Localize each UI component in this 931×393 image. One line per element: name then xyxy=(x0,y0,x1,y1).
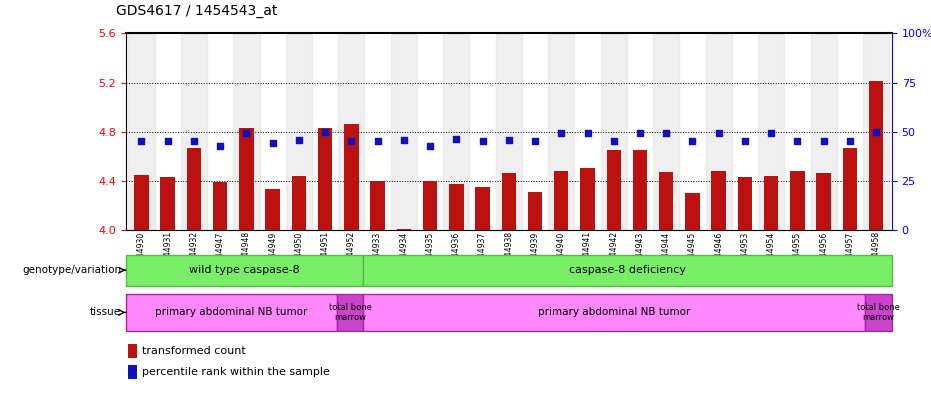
Bar xyxy=(371,181,385,230)
Bar xyxy=(685,193,700,230)
Bar xyxy=(337,294,363,331)
Text: percentile rank within the sample: percentile rank within the sample xyxy=(142,367,330,377)
Point xyxy=(528,138,543,145)
Point xyxy=(580,130,595,136)
Bar xyxy=(863,33,889,230)
Point xyxy=(501,137,516,143)
Bar xyxy=(654,33,680,230)
Point xyxy=(606,138,621,145)
Bar xyxy=(363,294,866,331)
Text: GDS4617 / 1454543_at: GDS4617 / 1454543_at xyxy=(116,4,277,18)
Bar xyxy=(317,128,332,230)
Bar xyxy=(502,173,516,230)
Point xyxy=(423,143,438,149)
Bar xyxy=(239,128,253,230)
Bar xyxy=(790,171,804,230)
Point xyxy=(371,138,385,145)
Text: tissue: tissue xyxy=(90,307,121,318)
Bar xyxy=(128,365,137,379)
Point xyxy=(711,130,726,136)
Bar xyxy=(606,150,621,230)
Point xyxy=(212,143,227,149)
Point xyxy=(397,137,412,143)
Point xyxy=(790,138,805,145)
Bar xyxy=(764,176,778,230)
Bar xyxy=(213,182,227,230)
Bar xyxy=(869,81,884,230)
Bar xyxy=(338,33,364,230)
Bar xyxy=(181,33,207,230)
Point xyxy=(843,138,857,145)
Bar xyxy=(126,294,337,331)
Bar xyxy=(160,177,175,230)
Bar xyxy=(816,173,830,230)
Point xyxy=(554,130,569,136)
Bar xyxy=(397,229,412,230)
Bar xyxy=(291,176,306,230)
Text: primary abdominal NB tumor: primary abdominal NB tumor xyxy=(155,307,307,318)
Point xyxy=(685,138,700,145)
Bar xyxy=(449,184,464,230)
Bar xyxy=(187,148,201,230)
Point xyxy=(344,138,358,145)
Bar xyxy=(737,177,752,230)
Text: genotype/variation: genotype/variation xyxy=(22,265,121,275)
Bar xyxy=(495,33,522,230)
Point xyxy=(869,129,884,135)
Point xyxy=(659,130,674,136)
Bar xyxy=(286,33,312,230)
Bar xyxy=(126,255,363,286)
Point xyxy=(291,137,306,143)
Point xyxy=(449,136,464,142)
Point xyxy=(239,130,254,136)
Text: transformed count: transformed count xyxy=(142,346,246,356)
Point xyxy=(816,138,831,145)
Bar xyxy=(363,255,892,286)
Bar xyxy=(443,33,469,230)
Bar xyxy=(423,181,438,230)
Bar xyxy=(128,343,137,358)
Bar xyxy=(265,189,280,230)
Text: wild type caspase-8: wild type caspase-8 xyxy=(189,265,300,275)
Bar xyxy=(548,33,574,230)
Bar xyxy=(234,33,260,230)
Bar xyxy=(600,33,627,230)
Point xyxy=(186,138,201,145)
Bar xyxy=(866,294,892,331)
Bar xyxy=(811,33,837,230)
Point xyxy=(134,138,149,145)
Text: total bone
marrow: total bone marrow xyxy=(329,303,371,322)
Bar xyxy=(391,33,417,230)
Point xyxy=(317,129,332,135)
Text: primary abdominal NB tumor: primary abdominal NB tumor xyxy=(538,307,691,318)
Text: caspase-8 deficiency: caspase-8 deficiency xyxy=(569,265,686,275)
Bar xyxy=(843,148,857,230)
Bar xyxy=(706,33,732,230)
Point xyxy=(475,138,490,145)
Bar xyxy=(659,172,673,230)
Bar xyxy=(554,171,569,230)
Bar xyxy=(344,124,358,230)
Bar xyxy=(128,33,155,230)
Bar xyxy=(476,187,490,230)
Point xyxy=(160,138,175,145)
Text: total bone
marrow: total bone marrow xyxy=(857,303,900,322)
Bar xyxy=(758,33,784,230)
Bar xyxy=(711,171,726,230)
Point xyxy=(737,138,752,145)
Point xyxy=(632,130,647,136)
Bar xyxy=(580,169,595,230)
Bar xyxy=(134,174,149,230)
Point xyxy=(265,140,280,146)
Bar xyxy=(633,150,647,230)
Point xyxy=(763,130,778,136)
Bar xyxy=(528,192,542,230)
